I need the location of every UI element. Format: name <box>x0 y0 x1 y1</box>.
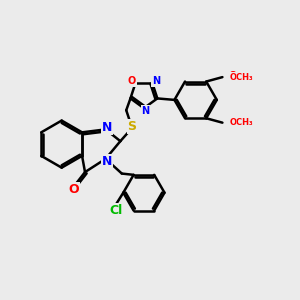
Text: N: N <box>152 76 160 86</box>
Text: N: N <box>102 155 112 168</box>
Text: OCH₃: OCH₃ <box>229 118 253 127</box>
Text: Cl: Cl <box>109 205 123 218</box>
Text: N: N <box>102 121 112 134</box>
Text: N: N <box>141 106 149 116</box>
Text: OCH₃: OCH₃ <box>229 73 253 82</box>
Text: O: O <box>68 183 79 196</box>
Text: S: S <box>128 120 136 133</box>
Text: O: O <box>229 71 237 81</box>
Text: O: O <box>128 76 136 86</box>
